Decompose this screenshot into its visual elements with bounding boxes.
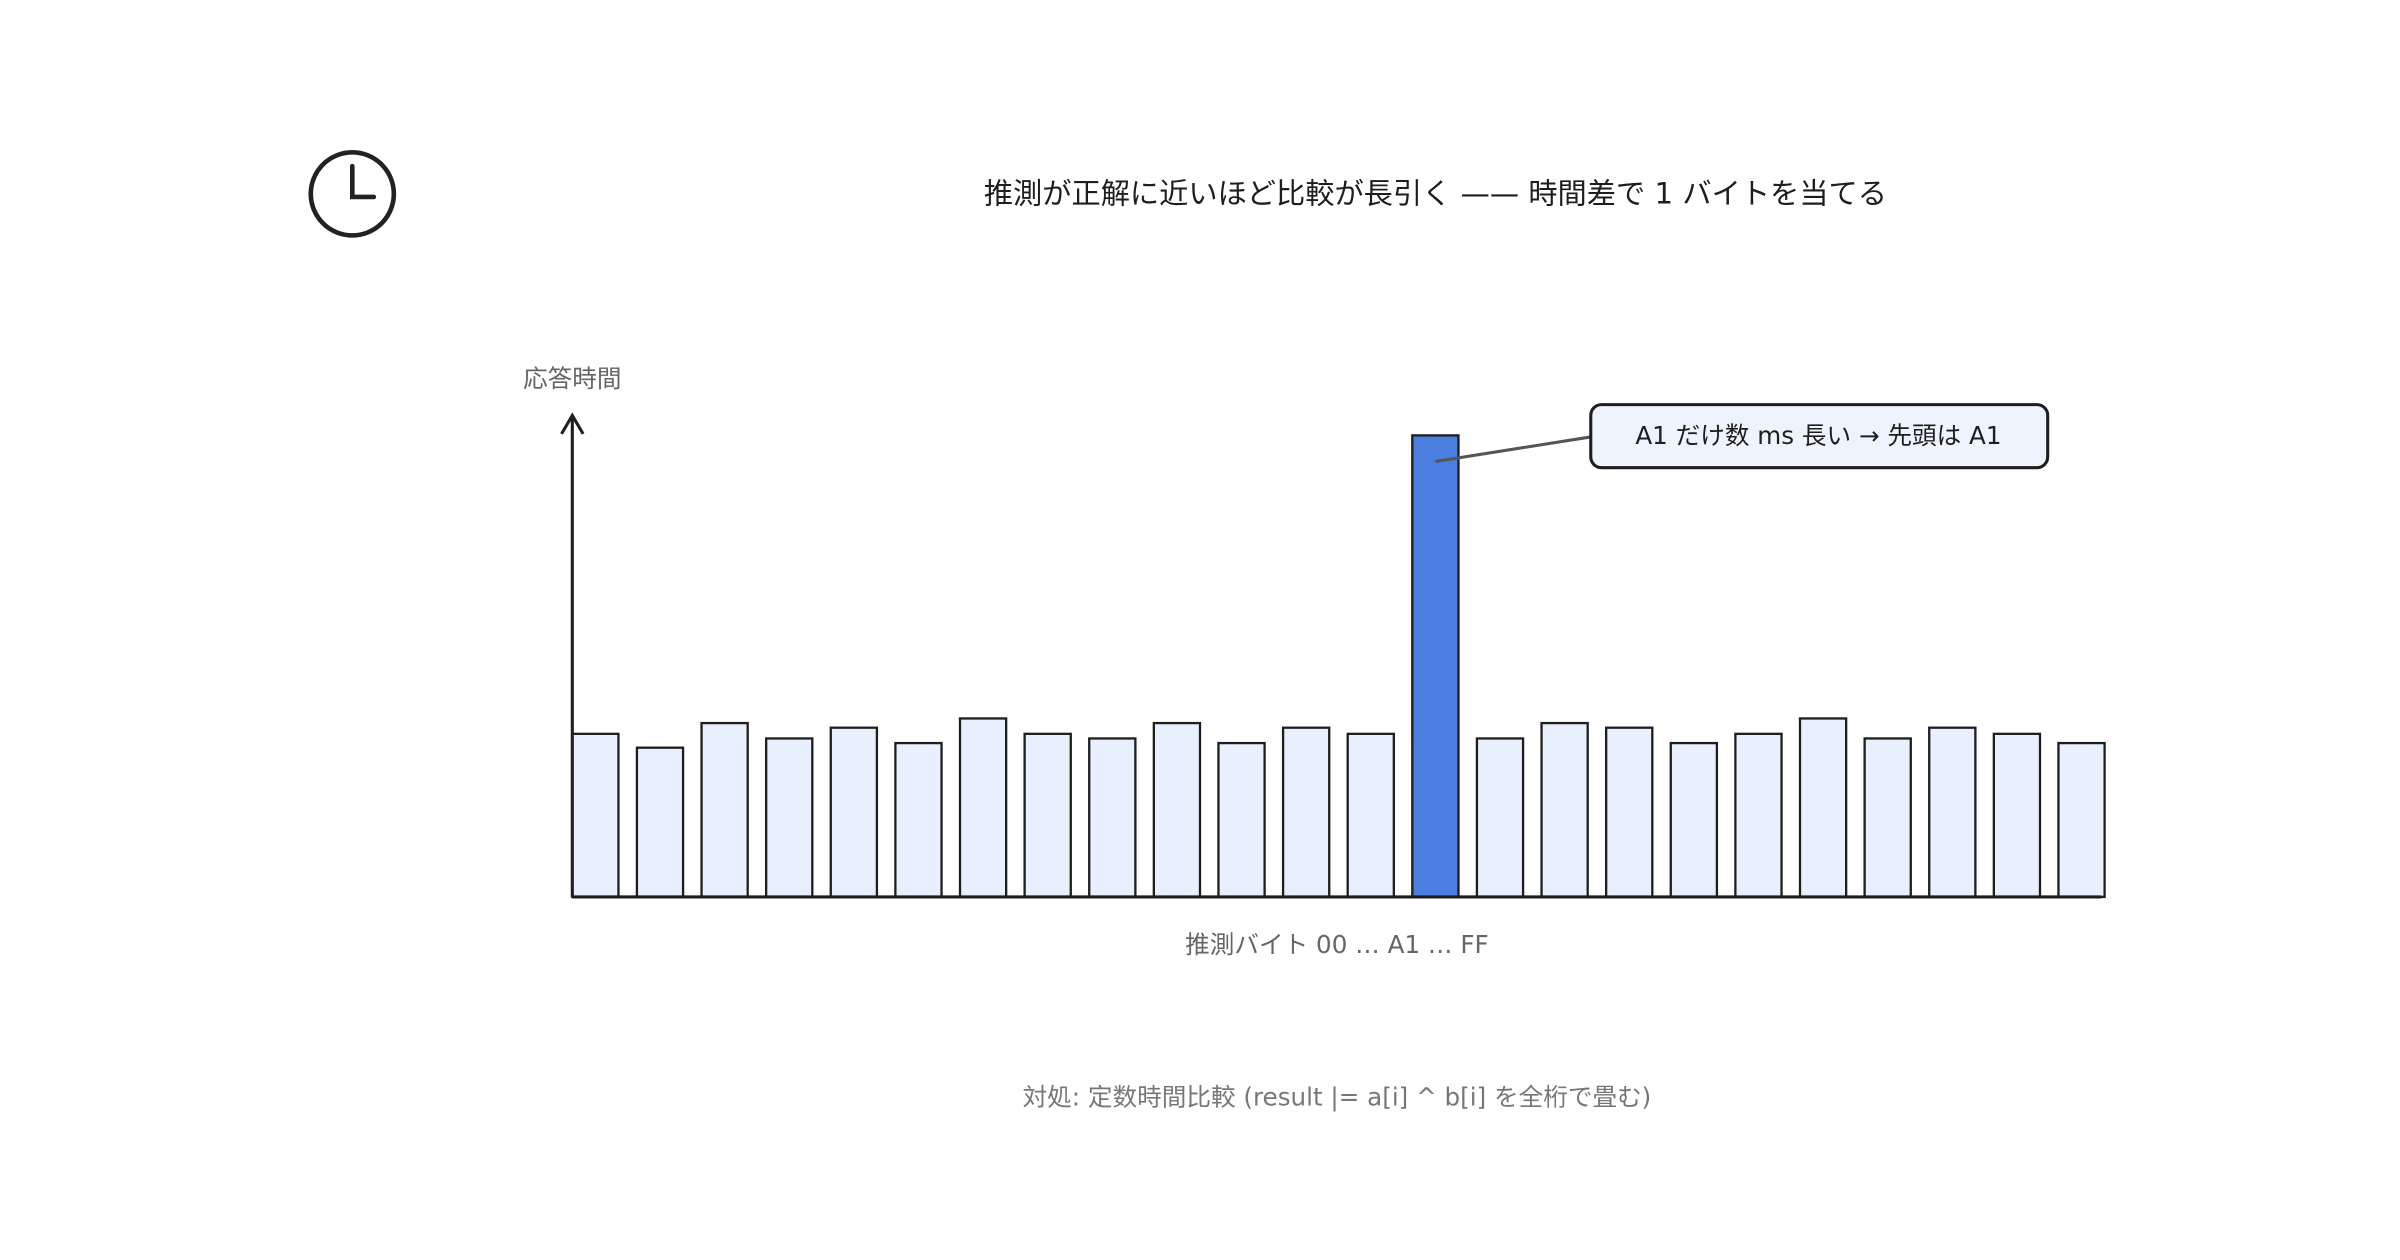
bar: [1023, 732, 1072, 899]
y-axis-arrow: [560, 412, 585, 435]
bar: [1411, 434, 1460, 899]
bar: [958, 717, 1008, 899]
x-axis-label: 推測バイト 00 … A1 … FF: [1185, 930, 1488, 959]
bar: [1346, 732, 1396, 899]
bar: [1217, 741, 1266, 899]
bar: [1475, 737, 1525, 899]
bar: [1088, 737, 1137, 899]
annotation-leader: [1435, 435, 1592, 464]
annotation: A1 だけ数 ms 長い → 先頭は A1: [1635, 421, 2001, 450]
bar: [1281, 726, 1331, 899]
bar: [1928, 726, 1977, 899]
bar: [635, 746, 685, 899]
y-axis-label: 応答時間: [523, 364, 621, 393]
bar: [765, 737, 814, 899]
bar: [1605, 726, 1654, 899]
annotation-box: [1589, 403, 2050, 470]
bar: [571, 732, 620, 899]
clock-icon: [308, 150, 397, 238]
chart-title: 推測が正解に近いほど比較が長引く —— 時間差で 1 バイトを当てる: [984, 176, 1887, 210]
bar: [1152, 721, 1202, 899]
bar: [1798, 717, 1848, 899]
bar: [1540, 721, 1589, 899]
bar: [1992, 732, 2042, 899]
bars: [571, 434, 2106, 899]
bar: [700, 721, 749, 899]
bar: [2057, 741, 2106, 899]
bar: [894, 741, 943, 899]
bar: [1734, 732, 1783, 899]
bar: [829, 726, 879, 899]
bar: [1669, 741, 1719, 899]
footnote: 対処: 定数時間比較 (result |= a[i] ^ b[i] を全桁で畳む…: [1023, 1082, 1652, 1111]
bar: [1863, 737, 1912, 899]
